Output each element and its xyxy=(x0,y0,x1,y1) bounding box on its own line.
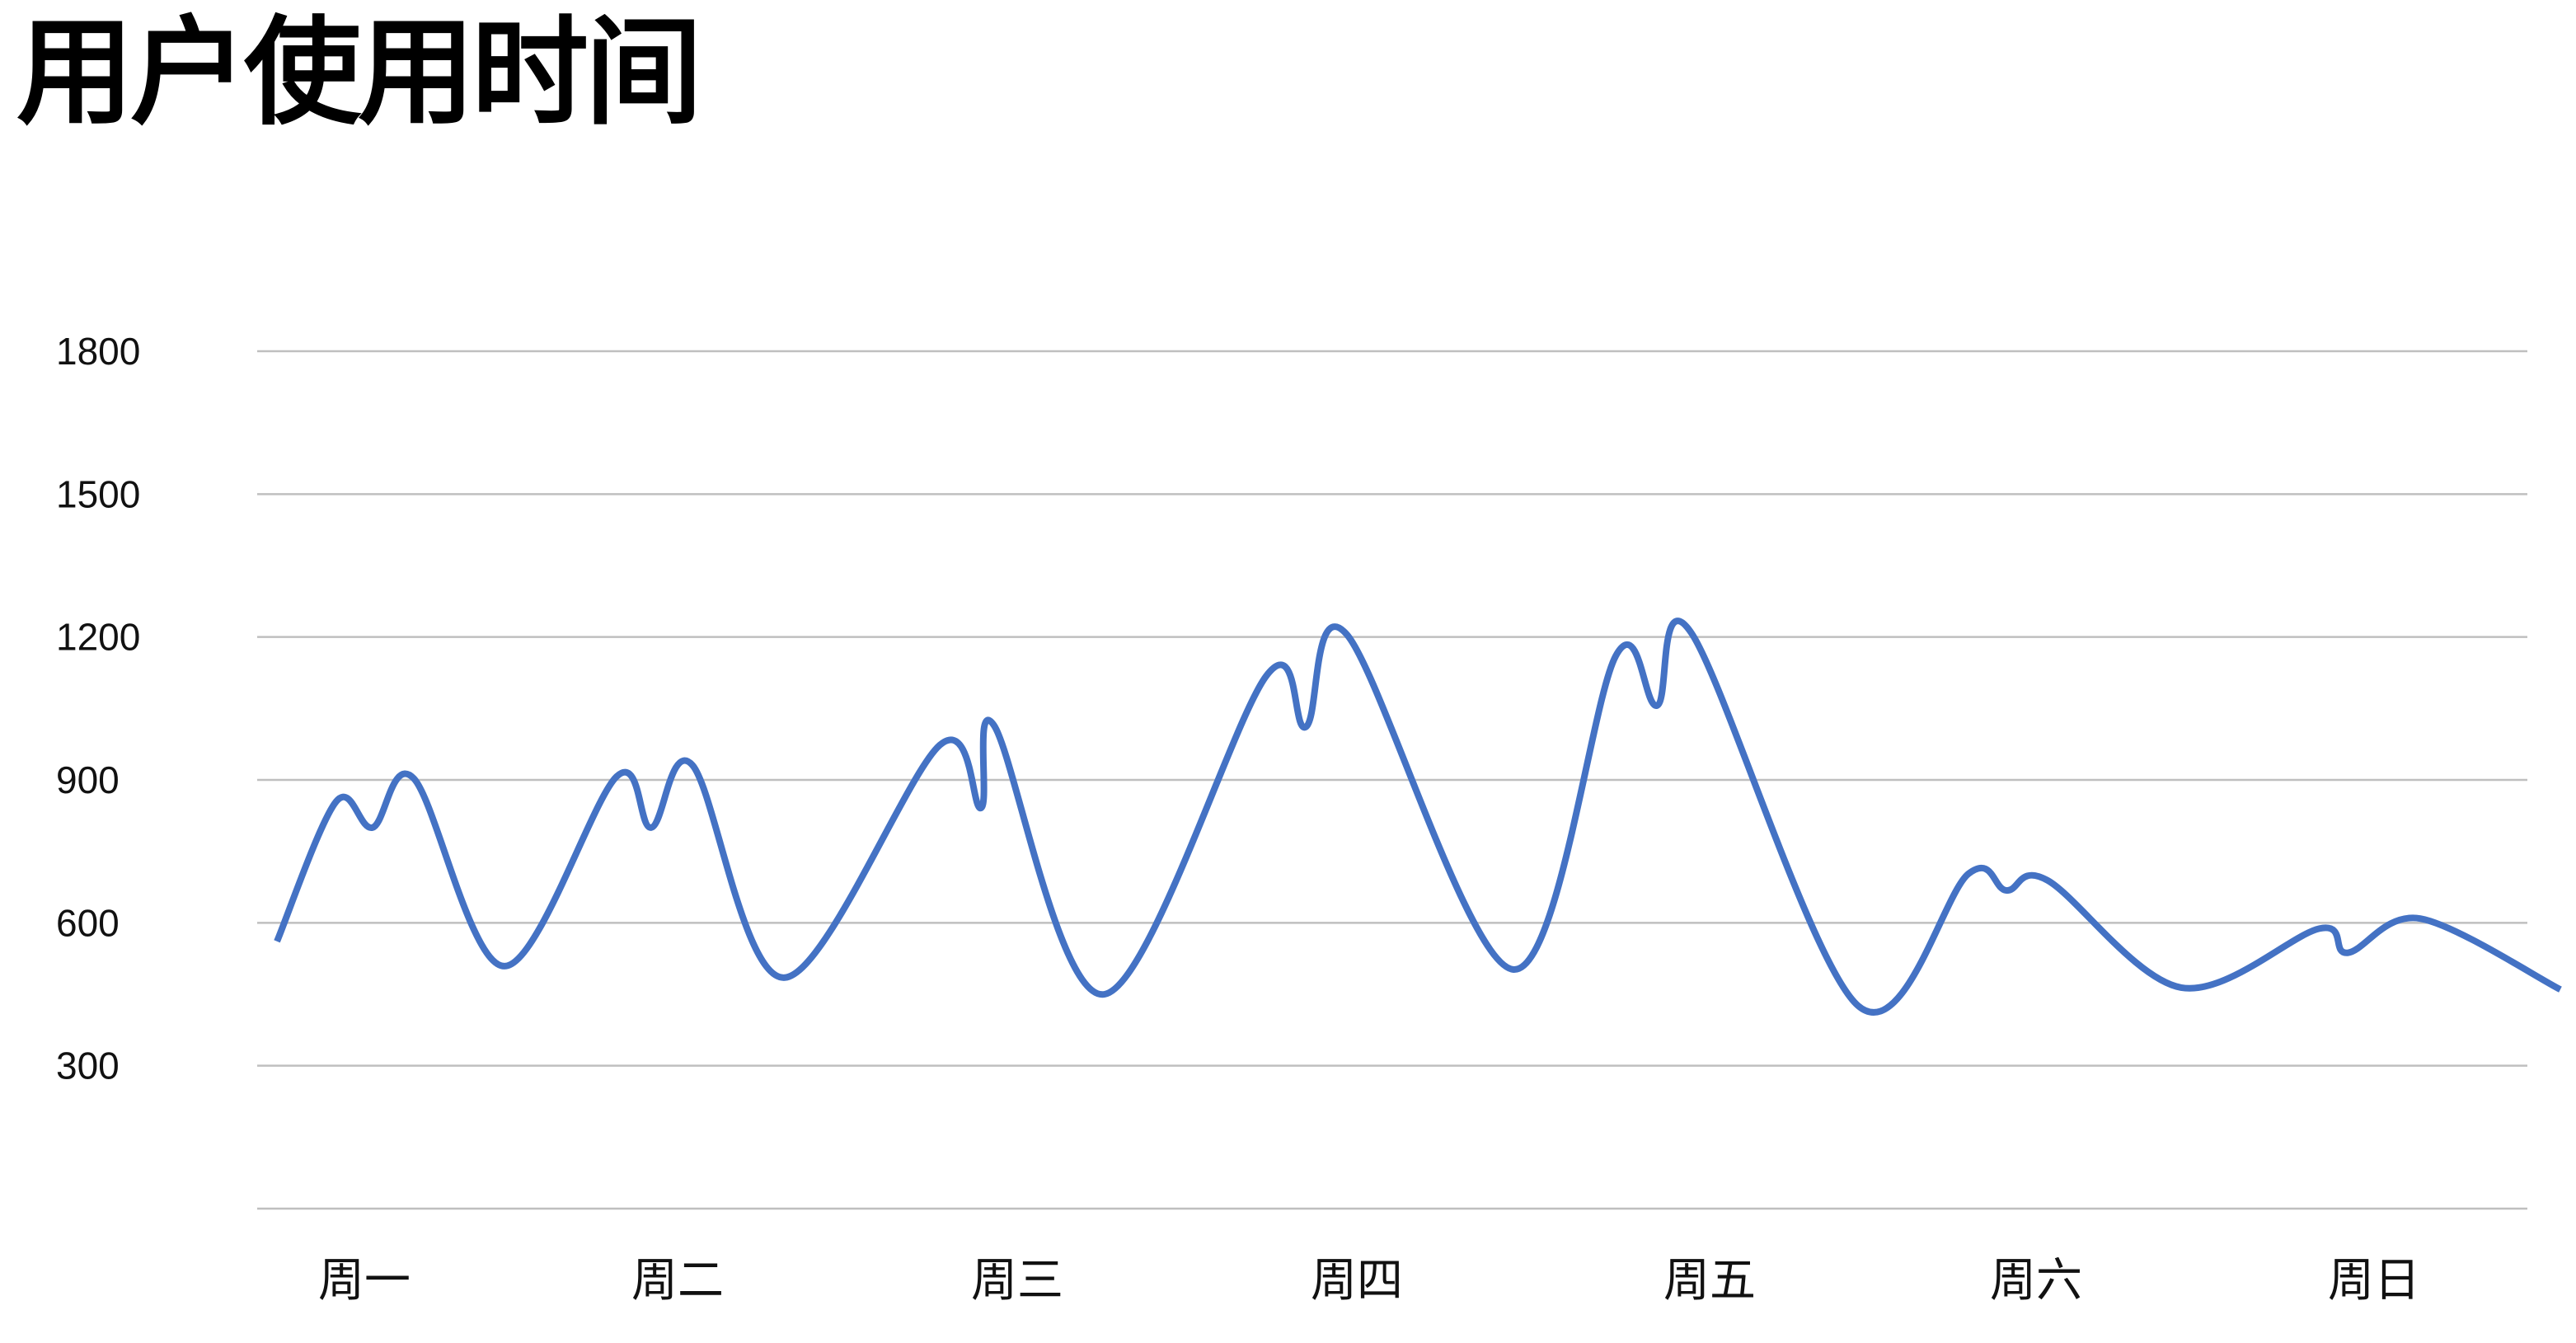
x-tick-label: 周四 xyxy=(1311,1254,1403,1308)
x-tick-label: 周二 xyxy=(631,1254,724,1308)
y-tick-label: 300 xyxy=(56,1045,120,1087)
x-tick-label: 周六 xyxy=(1990,1254,2082,1308)
x-tick-label: 周三 xyxy=(971,1254,1063,1308)
y-tick-label: 600 xyxy=(56,901,120,944)
series-line xyxy=(274,617,2562,1016)
y-tick-label: 1200 xyxy=(56,616,140,659)
x-tick-label: 周日 xyxy=(2328,1254,2420,1308)
x-tick-label: 周一 xyxy=(318,1254,411,1308)
chart-title: 用户使用时间 xyxy=(16,5,702,141)
y-tick-label: 900 xyxy=(56,758,120,801)
y-tick-label: 1800 xyxy=(56,330,140,373)
y-tick-label: 1500 xyxy=(56,472,140,515)
x-tick-label: 周五 xyxy=(1663,1254,1756,1308)
